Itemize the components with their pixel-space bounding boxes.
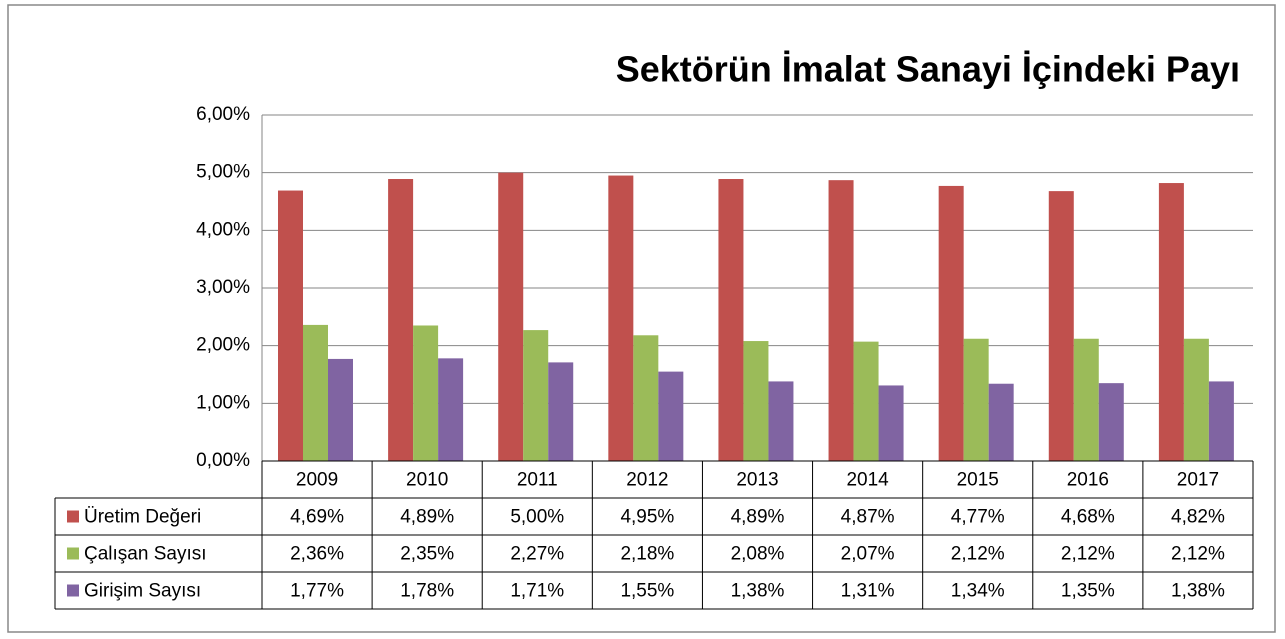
table-cell: 1,31% [841,581,895,602]
bar [328,358,353,461]
y-tick-label: 1,00% [196,392,250,413]
bar [303,324,328,461]
y-tick-label: 2,00% [196,335,250,356]
table-cell: 2,12% [1061,544,1115,565]
x-tick-label: 2010 [406,470,448,491]
bar [388,179,414,461]
x-tick-label: 2013 [736,470,778,491]
bar [1183,338,1209,461]
legend-label: Girişim Sayısı [84,581,201,602]
table-cell: 2,08% [731,544,785,565]
bar [878,385,904,461]
bar [938,185,964,461]
bar [498,172,524,461]
table-cell: 1,78% [400,581,454,602]
bar [278,190,303,461]
bar [768,381,794,461]
y-tick-label: 5,00% [196,162,250,183]
x-tick-label: 2015 [957,470,999,491]
bar [1208,381,1234,461]
bar [413,325,439,461]
bar [633,335,659,461]
bar [1048,191,1074,461]
legend-key [67,584,79,597]
y-tick-label: 0,00% [196,450,250,471]
table-cell: 2,12% [951,544,1005,565]
table-cell: 4,95% [620,507,674,528]
bar [523,330,549,461]
x-tick-label: 2009 [296,470,338,491]
x-tick-label: 2012 [626,470,668,491]
table-cell: 1,35% [1061,581,1115,602]
x-tick-label: 2016 [1067,470,1109,491]
bar [743,341,769,461]
table-cell: 4,89% [400,507,454,528]
y-tick-label: 4,00% [196,219,250,240]
bar [658,371,684,461]
bar [438,358,464,461]
table-cell: 2,18% [620,544,674,565]
table-cell: 4,89% [731,507,785,528]
table-cell: 4,69% [290,507,344,528]
table-cell: 4,68% [1061,507,1115,528]
bar [853,341,879,461]
bar [1073,338,1099,461]
table-cell: 4,87% [841,507,895,528]
y-tick-label: 3,00% [196,277,250,298]
bar [988,383,1014,461]
table-cell: 4,77% [951,507,1005,528]
table-cell: 1,38% [731,581,785,602]
bar [828,180,854,461]
table-cell: 5,00% [510,507,564,528]
table-cell: 1,55% [620,581,674,602]
bar [548,362,574,461]
bar [608,175,634,462]
table-cell: 2,07% [841,544,895,565]
table-cell: 1,71% [510,581,564,602]
bar [963,338,989,461]
table-cell: 2,12% [1171,544,1225,565]
table-cell: 2,35% [400,544,454,565]
x-tick-label: 2017 [1177,470,1219,491]
table-cell: 1,77% [290,581,344,602]
bar [1158,183,1184,461]
chart-title: Sektörün İmalat Sanayi İçindeki Payı [616,49,1240,90]
chart-border [7,4,1276,633]
legend-label: Üretim Değeri [84,507,201,528]
table-cell: 2,36% [290,544,344,565]
y-tick-label: 6,00% [196,104,250,125]
x-tick-label: 2011 [517,470,558,491]
x-tick-label: 2014 [846,470,889,491]
table-cell: 1,34% [951,581,1005,602]
table-cell: 1,38% [1171,581,1225,602]
legend-label: Çalışan Sayısı [84,544,207,565]
legend-key [67,547,79,560]
bar [718,179,744,461]
legend-key [67,510,79,523]
table-cell: 4,82% [1171,507,1225,528]
bar [1098,383,1124,461]
table-cell: 2,27% [510,544,564,565]
